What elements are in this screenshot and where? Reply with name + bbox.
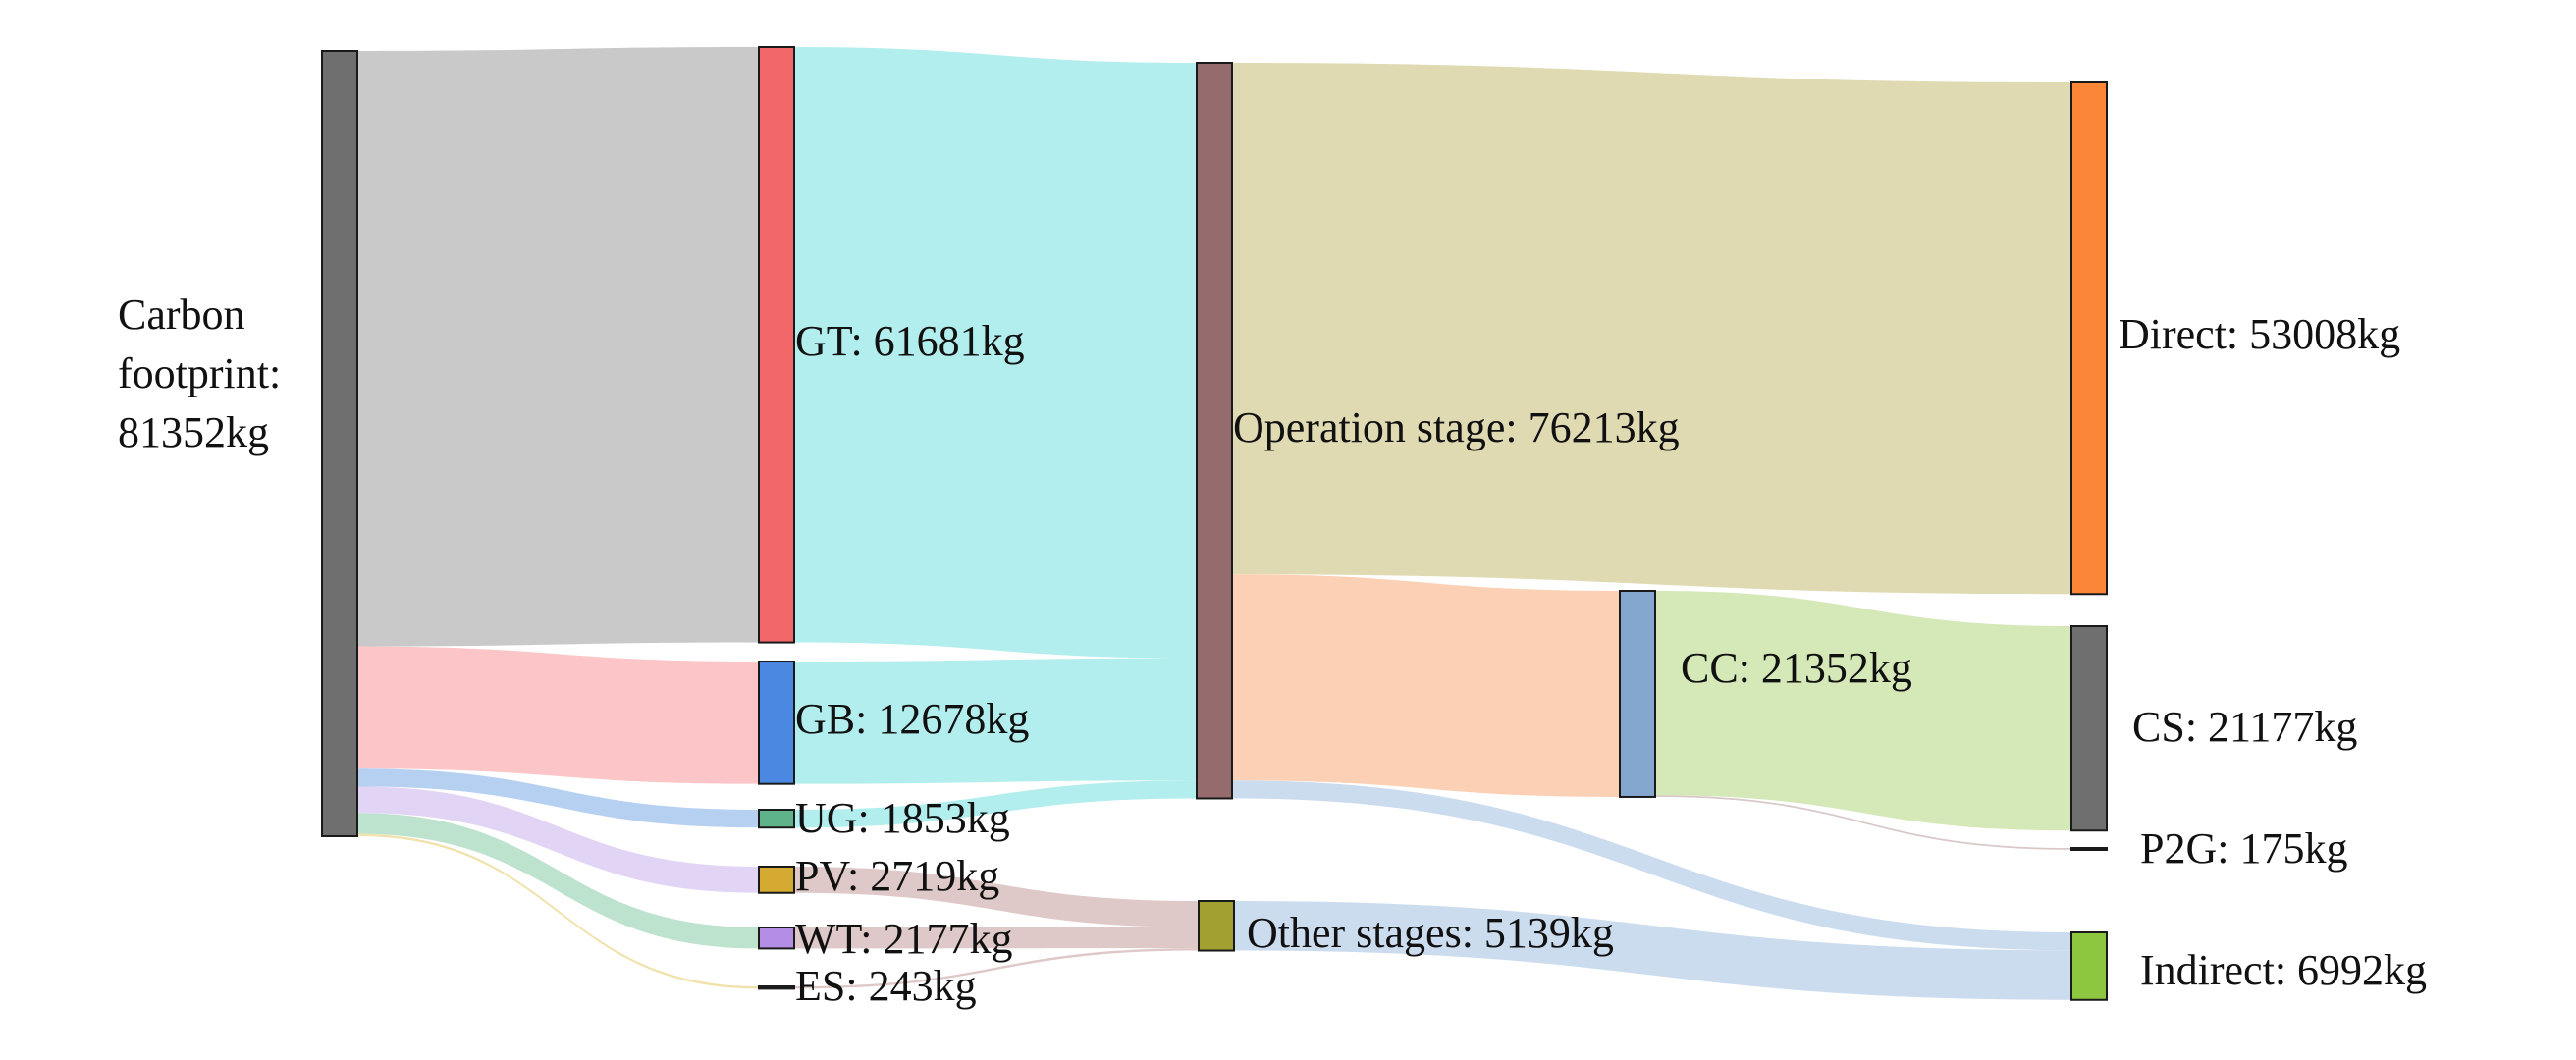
node-other bbox=[1198, 900, 1235, 952]
link-carbon-pv bbox=[357, 786, 759, 893]
label-cs: CS: 21177kg bbox=[2132, 703, 2357, 751]
label-other: Other stages: 5139kg bbox=[1247, 909, 1614, 957]
node-es bbox=[758, 985, 795, 990]
link-ug-op bbox=[794, 780, 1197, 828]
sankey-labels: Carbon footprint: 81352kg GT: 61681kg GB: 12… bbox=[118, 291, 2427, 1010]
link-other-indirect bbox=[1234, 901, 2071, 1000]
label-indirect: Indirect: 6992kg bbox=[2140, 946, 2427, 994]
node-cs bbox=[2070, 625, 2108, 832]
label-carbon-line-0: Carbon bbox=[118, 291, 245, 339]
node-cc bbox=[1619, 590, 1656, 798]
label-carbon-line-1: footprint: bbox=[118, 349, 281, 398]
link-cc-cs bbox=[1655, 591, 2071, 831]
link-es-other bbox=[794, 948, 1199, 989]
node-gt bbox=[758, 46, 795, 644]
label-op: Operation stage: 76213kg bbox=[1233, 403, 1680, 451]
node-op bbox=[1196, 62, 1233, 800]
node-direct bbox=[2070, 81, 2108, 596]
link-carbon-gt bbox=[357, 47, 759, 647]
node-p2g bbox=[2070, 847, 2108, 851]
node-wt bbox=[758, 927, 795, 950]
node-pv bbox=[758, 866, 795, 894]
link-carbon-ug bbox=[357, 768, 759, 828]
link-wt-other bbox=[794, 927, 1199, 949]
node-ug bbox=[758, 809, 795, 829]
label-gb: GB: 12678kg bbox=[795, 695, 1029, 743]
link-op-indirect bbox=[1232, 780, 2071, 951]
label-wt: WT: 2177kg bbox=[795, 915, 1012, 963]
node-carbon bbox=[321, 50, 358, 837]
sankey-nodes bbox=[321, 46, 2108, 1001]
node-gb bbox=[758, 661, 795, 785]
label-gt: GT: 61681kg bbox=[795, 317, 1025, 365]
link-cc-p2g bbox=[1655, 795, 2071, 850]
link-gt-op bbox=[794, 47, 1197, 659]
label-ug: UG: 1853kg bbox=[795, 794, 1010, 842]
link-carbon-es bbox=[357, 833, 759, 989]
link-op-cc bbox=[1232, 574, 1620, 797]
label-carbon: Carbon footprint: 81352kg bbox=[118, 291, 281, 456]
label-direct: Direct: 53008kg bbox=[2119, 310, 2400, 358]
link-pv-other bbox=[794, 867, 1199, 928]
label-pv: PV: 2719kg bbox=[795, 852, 999, 900]
link-op-direct bbox=[1232, 63, 2071, 595]
node-indirect bbox=[2070, 931, 2108, 1001]
link-carbon-gb bbox=[357, 646, 759, 784]
sankey-links bbox=[357, 47, 2071, 1000]
label-cc: CC: 21352kg bbox=[1681, 644, 1912, 692]
label-carbon-line-2: 81352kg bbox=[118, 408, 269, 456]
link-gb-op bbox=[794, 658, 1197, 784]
label-p2g: P2G: 175kg bbox=[2140, 824, 2347, 873]
label-es: ES: 243kg bbox=[795, 962, 977, 1010]
link-carbon-wt bbox=[357, 813, 759, 949]
